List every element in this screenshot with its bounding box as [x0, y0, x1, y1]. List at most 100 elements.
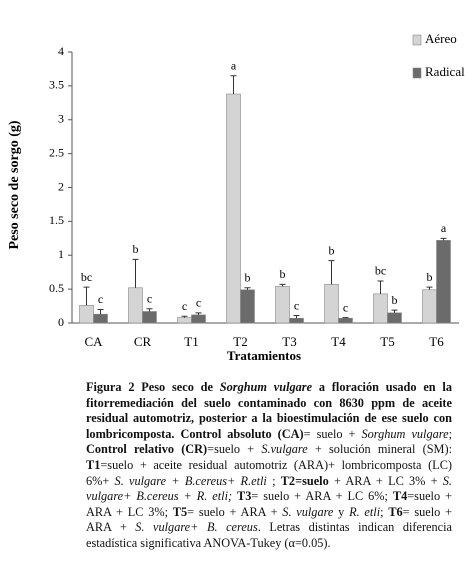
caption-text: S. vulgare + B.cereus+ R.etli [114, 473, 267, 488]
caption-text: = suelo + ARA + [86, 504, 453, 535]
caption-text: S. vulgare [282, 504, 334, 519]
bar [373, 293, 388, 324]
error-bar [97, 308, 104, 315]
significance-letter: b [280, 267, 286, 281]
error-bar [279, 283, 286, 287]
significance-letter: c [147, 292, 152, 306]
significance-letter: bc [81, 270, 92, 284]
significance-letter: c [294, 298, 299, 312]
caption-text: T4 [392, 489, 408, 504]
error-bar [132, 258, 139, 288]
y-tick-label: 1 [58, 247, 64, 261]
bar [79, 305, 94, 324]
bar [422, 289, 437, 324]
caption-text: ; [266, 473, 281, 488]
y-tick-label: 3.5 [49, 78, 64, 92]
bar [387, 312, 402, 324]
caption-text: S. vulgare+ B.cereus + R. etli; [86, 473, 452, 504]
y-tick-label: 2.5 [49, 145, 64, 159]
bar [142, 311, 157, 324]
x-tick-label: CA [84, 334, 103, 349]
error-bar [377, 280, 384, 294]
bar [226, 93, 241, 324]
bar [338, 317, 353, 324]
caption-text: ; [380, 504, 389, 519]
caption-text: a floración usado en la fitorremediación… [86, 380, 452, 441]
significance-letter: a [231, 58, 237, 72]
bar [177, 317, 192, 324]
legend-swatch [412, 34, 422, 46]
caption-text: = suelo + ARA + [187, 504, 283, 519]
chart: Peso seco de sorgo (g) Tratamientos 0 0.5… [7, 31, 465, 363]
significance-letter: b [245, 271, 251, 285]
y-axis-label: Peso seco de sorgo (g) [7, 120, 22, 249]
significance-letter: c [343, 300, 348, 314]
significance-letter: c [98, 292, 103, 306]
error-bar [244, 287, 251, 290]
legend-swatch [412, 67, 422, 79]
y-tick-label: 2 [58, 179, 64, 193]
caption-text: Sorghum vulgare [219, 380, 313, 394]
y-tick-label: 1.5 [49, 213, 64, 227]
caption-text: = suelo + ARA + LC 6%; [251, 489, 393, 504]
caption-text: y [333, 504, 350, 519]
significance-letter: b [133, 242, 139, 256]
error-bar [440, 237, 447, 241]
error-bar [181, 315, 188, 318]
y-tick-label: 0 [58, 315, 64, 329]
y-tick-label: 3 [58, 112, 64, 126]
bar [191, 314, 206, 324]
caption-text: + solución mineral (SM): [307, 442, 452, 457]
caption-text: S. vulgare+ B. cereus [135, 520, 258, 535]
bar [324, 284, 339, 324]
caption-text: T1 [86, 457, 101, 472]
significance-letter: c [196, 296, 201, 310]
error-bar [426, 286, 433, 290]
bar [240, 289, 255, 324]
caption-text: ; [448, 426, 452, 441]
x-tick-label: T5 [380, 334, 394, 349]
caption-text: Sorghum vulgare [361, 426, 449, 441]
caption-text: + ARA + LC 3% + [328, 473, 443, 488]
error-bar [230, 75, 237, 95]
x-tick-label: T2 [233, 334, 247, 349]
error-bar [146, 308, 153, 312]
error-bar [342, 317, 349, 319]
caption-text: S.vulgare [261, 442, 308, 457]
bar [275, 286, 290, 324]
x-tick-label: T6 [429, 334, 444, 349]
y-tick-label: 0.5 [49, 281, 64, 295]
x-tick-label: T1 [184, 334, 198, 349]
significance-letter: bc [375, 264, 386, 278]
error-bar [83, 286, 90, 306]
error-bar [293, 315, 300, 319]
caption: Figura 2 Peso seco de Sorghum vulgare a … [86, 380, 452, 552]
bar [128, 287, 143, 324]
x-axis-label: Tratamientos [227, 348, 301, 363]
caption-text: = suelo + [303, 426, 362, 441]
bar [93, 313, 108, 324]
significance-letter: b [427, 270, 433, 284]
caption-text: =suelo + [207, 442, 262, 457]
x-tick-label: T4 [331, 334, 346, 349]
significance-letter: b [392, 293, 398, 307]
y-tick-label: 4 [58, 44, 64, 58]
caption-text: Control relativo (CR) [86, 442, 208, 457]
caption-text: R. etli [349, 504, 381, 519]
bar [436, 240, 451, 324]
caption-text: T6 [388, 504, 403, 519]
bar [289, 317, 304, 324]
significance-letter: a [441, 221, 447, 235]
significance-letter: b [329, 243, 335, 257]
legend-label: Aéreo [425, 31, 457, 46]
x-tick-label: CR [134, 334, 152, 349]
caption-text: T3 [237, 489, 252, 504]
caption-text: T2=suelo [280, 473, 329, 488]
significance-letter: c [182, 299, 187, 313]
error-bar [391, 309, 398, 313]
error-bar [328, 260, 335, 285]
caption-text: T5 [172, 504, 188, 519]
caption-text: =suelo + ARA + LC 3%; [86, 489, 453, 519]
caption-text: Figura 2 Peso seco de [86, 380, 220, 394]
